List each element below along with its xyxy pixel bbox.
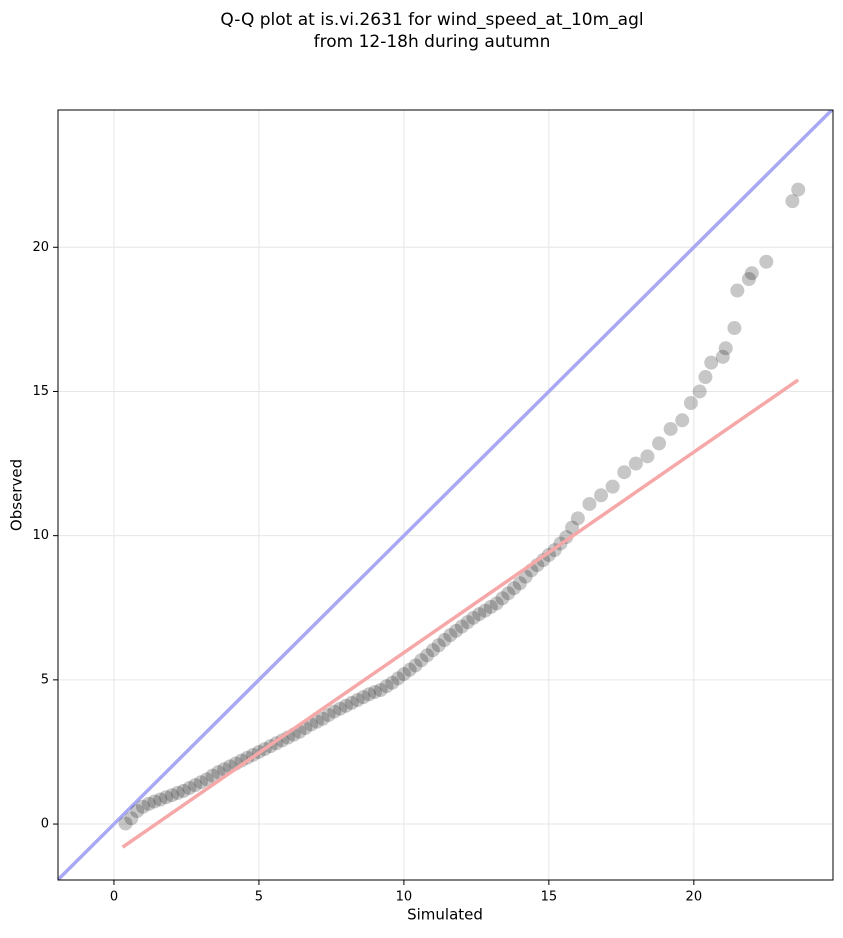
- point: [443, 628, 458, 643]
- point: [182, 781, 197, 796]
- point: [344, 695, 359, 710]
- point: [391, 671, 406, 686]
- point: [727, 321, 742, 336]
- point: [570, 511, 585, 526]
- point: [437, 633, 452, 648]
- y-tick-label: 10: [32, 528, 49, 543]
- point: [425, 643, 440, 658]
- point: [698, 370, 713, 385]
- point: [124, 811, 139, 826]
- point: [582, 496, 597, 511]
- point: [408, 658, 423, 673]
- point: [321, 708, 336, 723]
- point: [402, 662, 417, 677]
- point: [478, 603, 493, 618]
- point: [495, 591, 510, 606]
- point: [683, 396, 698, 411]
- point: [617, 465, 632, 480]
- point: [718, 341, 733, 356]
- chart-subtitle: from 12-18h during autumn: [314, 32, 551, 52]
- point: [367, 684, 382, 699]
- point: [118, 816, 133, 831]
- point: [489, 596, 504, 611]
- point: [759, 254, 774, 269]
- point: [420, 648, 435, 663]
- point: [715, 349, 730, 364]
- point: [663, 421, 678, 436]
- plot-area: [58, 110, 833, 880]
- point: [431, 638, 446, 653]
- point: [594, 488, 609, 503]
- point: [373, 682, 388, 697]
- point: [460, 615, 475, 630]
- point: [362, 687, 377, 702]
- point: [350, 693, 365, 708]
- point: [205, 768, 220, 783]
- point: [188, 778, 203, 793]
- point: [130, 804, 145, 819]
- y-tick-label: 20: [32, 240, 49, 255]
- point: [518, 569, 533, 584]
- point: [565, 520, 580, 535]
- point: [147, 794, 162, 809]
- point: [153, 792, 168, 807]
- point: [193, 775, 208, 790]
- identity-line: [58, 110, 833, 880]
- point: [730, 283, 745, 298]
- point: [501, 586, 516, 601]
- x-tick-label: 0: [110, 890, 118, 905]
- x-axis-label: Simulated: [407, 906, 483, 924]
- point: [652, 436, 667, 451]
- point: [170, 785, 185, 800]
- point: [309, 714, 324, 729]
- point: [472, 607, 487, 622]
- point: [396, 667, 411, 682]
- point: [379, 679, 394, 694]
- point: [744, 266, 759, 281]
- point: [791, 182, 806, 197]
- y-tick-label: 15: [32, 384, 49, 399]
- point: [454, 619, 469, 634]
- point: [741, 271, 756, 286]
- x-tick-label: 15: [541, 890, 558, 905]
- point: [385, 675, 400, 690]
- point: [512, 576, 527, 591]
- point: [507, 581, 522, 596]
- x-tick-label: 20: [686, 890, 703, 905]
- point: [327, 704, 342, 719]
- point: [785, 194, 800, 209]
- point: [559, 530, 574, 545]
- y-tick-label: 5: [41, 672, 49, 687]
- point: [275, 733, 290, 748]
- point: [315, 711, 330, 726]
- x-tick-label: 5: [255, 890, 263, 905]
- y-tick-label: 0: [41, 817, 49, 832]
- point: [159, 790, 174, 805]
- point: [449, 623, 464, 638]
- point: [141, 796, 156, 811]
- point: [164, 788, 179, 803]
- chart-title: Q-Q plot at is.vi.2631 for wind_speed_at…: [220, 10, 643, 30]
- point: [414, 653, 429, 668]
- point: [356, 690, 371, 705]
- point: [675, 413, 690, 428]
- point: [483, 599, 498, 614]
- point: [640, 449, 655, 464]
- point: [176, 783, 191, 798]
- axes-frame: [57, 109, 834, 881]
- x-tick-label: 10: [396, 890, 413, 905]
- point: [338, 698, 353, 713]
- y-axis-label: Observed: [8, 459, 26, 531]
- point: [692, 384, 707, 399]
- point: [211, 765, 226, 780]
- point: [605, 479, 620, 494]
- fit-line: [121, 378, 800, 849]
- point: [333, 701, 348, 716]
- point: [135, 799, 150, 814]
- point: [704, 355, 719, 370]
- point: [628, 456, 643, 471]
- point: [199, 772, 214, 787]
- point: [466, 610, 481, 625]
